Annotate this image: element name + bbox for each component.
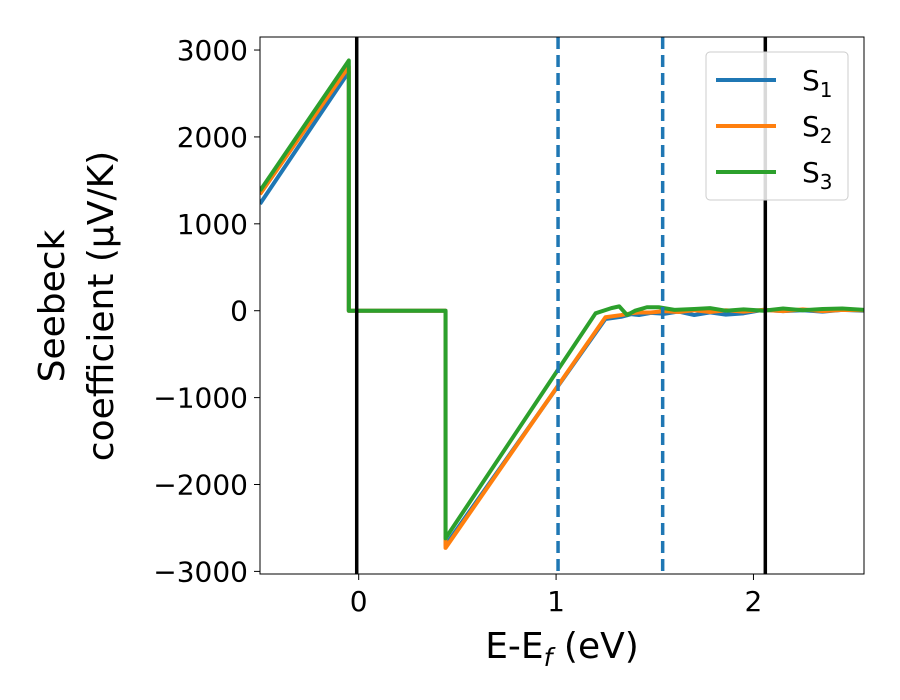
x-tick-label: 1 bbox=[547, 585, 565, 618]
y-tick-label: 2000 bbox=[177, 121, 248, 154]
legend: S1 S2 S3 bbox=[705, 51, 849, 201]
y-tick-label: −1000 bbox=[153, 382, 248, 415]
x-tick-label: 2 bbox=[745, 585, 763, 618]
legend-label-3: S3 bbox=[802, 156, 833, 194]
x-axis-label: E-Ef (eV) bbox=[485, 626, 639, 672]
y-tick-label: 3000 bbox=[177, 34, 248, 67]
plot-frame bbox=[259, 36, 865, 575]
y-axis-label-line2: coefficient (μV/K) bbox=[81, 151, 122, 461]
legend-label-2: S2 bbox=[802, 110, 833, 148]
axis-ticks: 0 1 2 −3000 −2000 −1000 0 1000 2000 3000 bbox=[153, 34, 762, 618]
y-tick-label: −2000 bbox=[153, 469, 248, 502]
x-tick-label: 0 bbox=[350, 585, 368, 618]
y-tick-label: 1000 bbox=[177, 208, 248, 241]
y-axis-label-line1: Seebeck bbox=[32, 229, 73, 382]
legend-box bbox=[705, 51, 849, 201]
y-tick-label: −3000 bbox=[153, 555, 248, 588]
y-tick-label: 0 bbox=[230, 295, 248, 328]
series-line-3 bbox=[260, 58, 864, 541]
legend-label-1: S1 bbox=[802, 64, 833, 102]
